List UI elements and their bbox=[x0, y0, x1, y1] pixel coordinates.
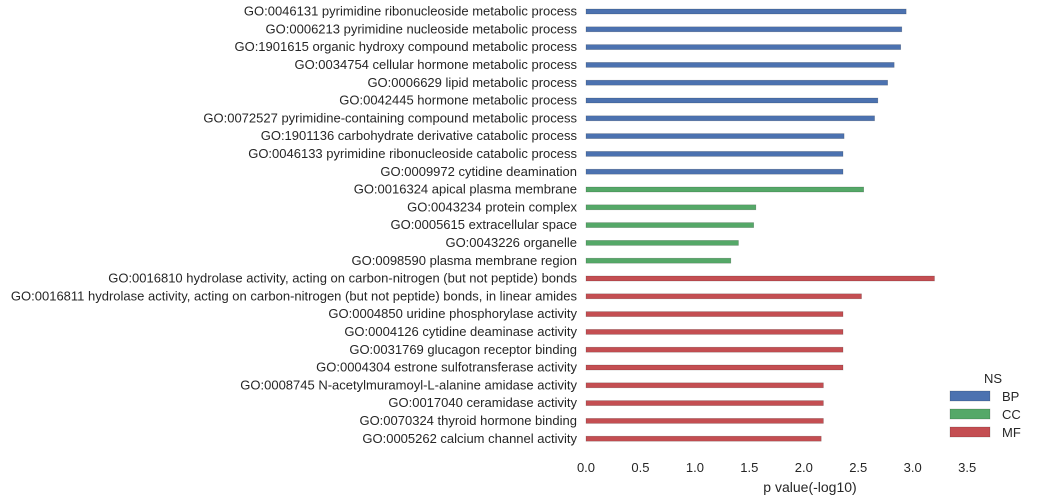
bar-go-1901615 bbox=[585, 44, 902, 50]
category-label: GO:0006629 lipid metabolic process bbox=[367, 75, 577, 90]
category-label: GO:0098590 plasma membrane region bbox=[352, 253, 577, 268]
bars-layer bbox=[585, 8, 935, 442]
bar-go-0017040 bbox=[585, 400, 824, 406]
bar-go-0004126 bbox=[585, 329, 844, 335]
category-label: GO:0031769 glucagon receptor binding bbox=[349, 342, 577, 357]
bar-go-0016324 bbox=[585, 186, 864, 193]
category-label: GO:0005262 calcium channel activity bbox=[362, 431, 577, 446]
category-label: GO:0046133 pyrimidine ribonucleoside cat… bbox=[248, 146, 577, 161]
category-label: GO:0016811 hydrolase activity, acting on… bbox=[11, 288, 578, 303]
bar-go-1901136 bbox=[585, 133, 845, 139]
category-labels-layer: GO:0046131 pyrimidine ribonucleoside met… bbox=[11, 4, 578, 446]
bar-go-0004850 bbox=[585, 311, 844, 317]
x-tick-label: 2.0 bbox=[795, 460, 813, 475]
category-label: GO:0034754 cellular hormone metabolic pr… bbox=[294, 57, 577, 72]
bar-go-0006629 bbox=[585, 79, 888, 86]
x-tick-label: 1.5 bbox=[740, 460, 758, 475]
category-label: GO:0070324 thyroid hormone binding bbox=[359, 413, 577, 428]
bar-go-0016810 bbox=[585, 275, 935, 282]
category-label: GO:0043226 organelle bbox=[445, 235, 577, 250]
bar-go-0046133 bbox=[585, 151, 844, 157]
bar-go-0005615 bbox=[585, 222, 755, 228]
x-tick-label: 3.0 bbox=[904, 460, 922, 475]
bar-go-0043234 bbox=[585, 204, 757, 211]
category-label: GO:0004126 cytidine deaminase activity bbox=[344, 324, 577, 339]
category-label: GO:0042445 hormone metabolic process bbox=[339, 93, 577, 108]
category-label: GO:0016324 apical plasma membrane bbox=[354, 182, 577, 197]
category-label: GO:0017040 ceramidase activity bbox=[388, 395, 577, 410]
legend-label-cc: CC bbox=[1002, 407, 1021, 422]
bar-go-0004304 bbox=[585, 364, 844, 371]
legend-swatch-cc bbox=[949, 408, 991, 420]
legend-label-bp: BP bbox=[1002, 389, 1019, 404]
category-label: GO:0046131 pyrimidine ribonucleoside met… bbox=[244, 4, 578, 19]
category-label: GO:0004304 estrone sulfotransferase acti… bbox=[316, 360, 577, 375]
bar-go-0098590 bbox=[585, 257, 732, 264]
x-axis-label: p value(-log10) bbox=[763, 479, 856, 495]
bar-go-0016811 bbox=[585, 293, 862, 300]
bar-go-0046131 bbox=[585, 8, 907, 15]
category-label: GO:1901615 organic hydroxy compound meta… bbox=[234, 39, 577, 54]
x-tick-label: 0.0 bbox=[577, 460, 595, 475]
category-label: GO:0005615 extracellular space bbox=[391, 217, 577, 232]
bar-go-0008745 bbox=[585, 382, 824, 389]
bar-go-0043226 bbox=[585, 240, 739, 246]
bar-go-0042445 bbox=[585, 97, 879, 104]
legend-swatch-mf bbox=[949, 426, 991, 438]
category-label: GO:1901136 carbohydrate derivative catab… bbox=[261, 128, 578, 143]
bar-go-0072527 bbox=[585, 115, 875, 122]
bar-go-0006213 bbox=[585, 26, 903, 33]
bar-go-0070324 bbox=[585, 418, 824, 424]
bar-go-0031769 bbox=[585, 346, 844, 353]
x-tick-label: 1.0 bbox=[686, 460, 704, 475]
legend-title: NS bbox=[984, 371, 1002, 386]
category-label: GO:0006213 pyrimidine nucleoside metabol… bbox=[266, 21, 578, 36]
legend-swatch-bp bbox=[949, 390, 991, 402]
legend: NS BP CC MF bbox=[949, 371, 1021, 440]
category-label: GO:0016810 hydrolase activity, acting on… bbox=[108, 271, 577, 286]
legend-label-mf: MF bbox=[1002, 425, 1021, 440]
bar-go-0009972 bbox=[585, 168, 844, 175]
category-label: GO:0009972 cytidine deamination bbox=[380, 164, 577, 179]
x-axis: 0.0 0.5 1.0 1.5 2.0 2.5 3.0 3.5 bbox=[577, 460, 976, 475]
x-tick-label: 2.5 bbox=[849, 460, 867, 475]
category-label: GO:0008745 N-acetylmuramoyl-L-alanine am… bbox=[240, 377, 577, 392]
category-label: GO:0004850 uridine phosphorylase activit… bbox=[328, 306, 577, 321]
bar-go-0005262 bbox=[585, 435, 822, 442]
x-tick-label: 0.5 bbox=[631, 460, 649, 475]
category-label: GO:0043234 protein complex bbox=[407, 199, 577, 214]
category-label: GO:0072527 pyrimidine-containing compoun… bbox=[203, 110, 577, 125]
x-tick-label: 3.5 bbox=[958, 460, 976, 475]
bar-go-0034754 bbox=[585, 62, 895, 68]
